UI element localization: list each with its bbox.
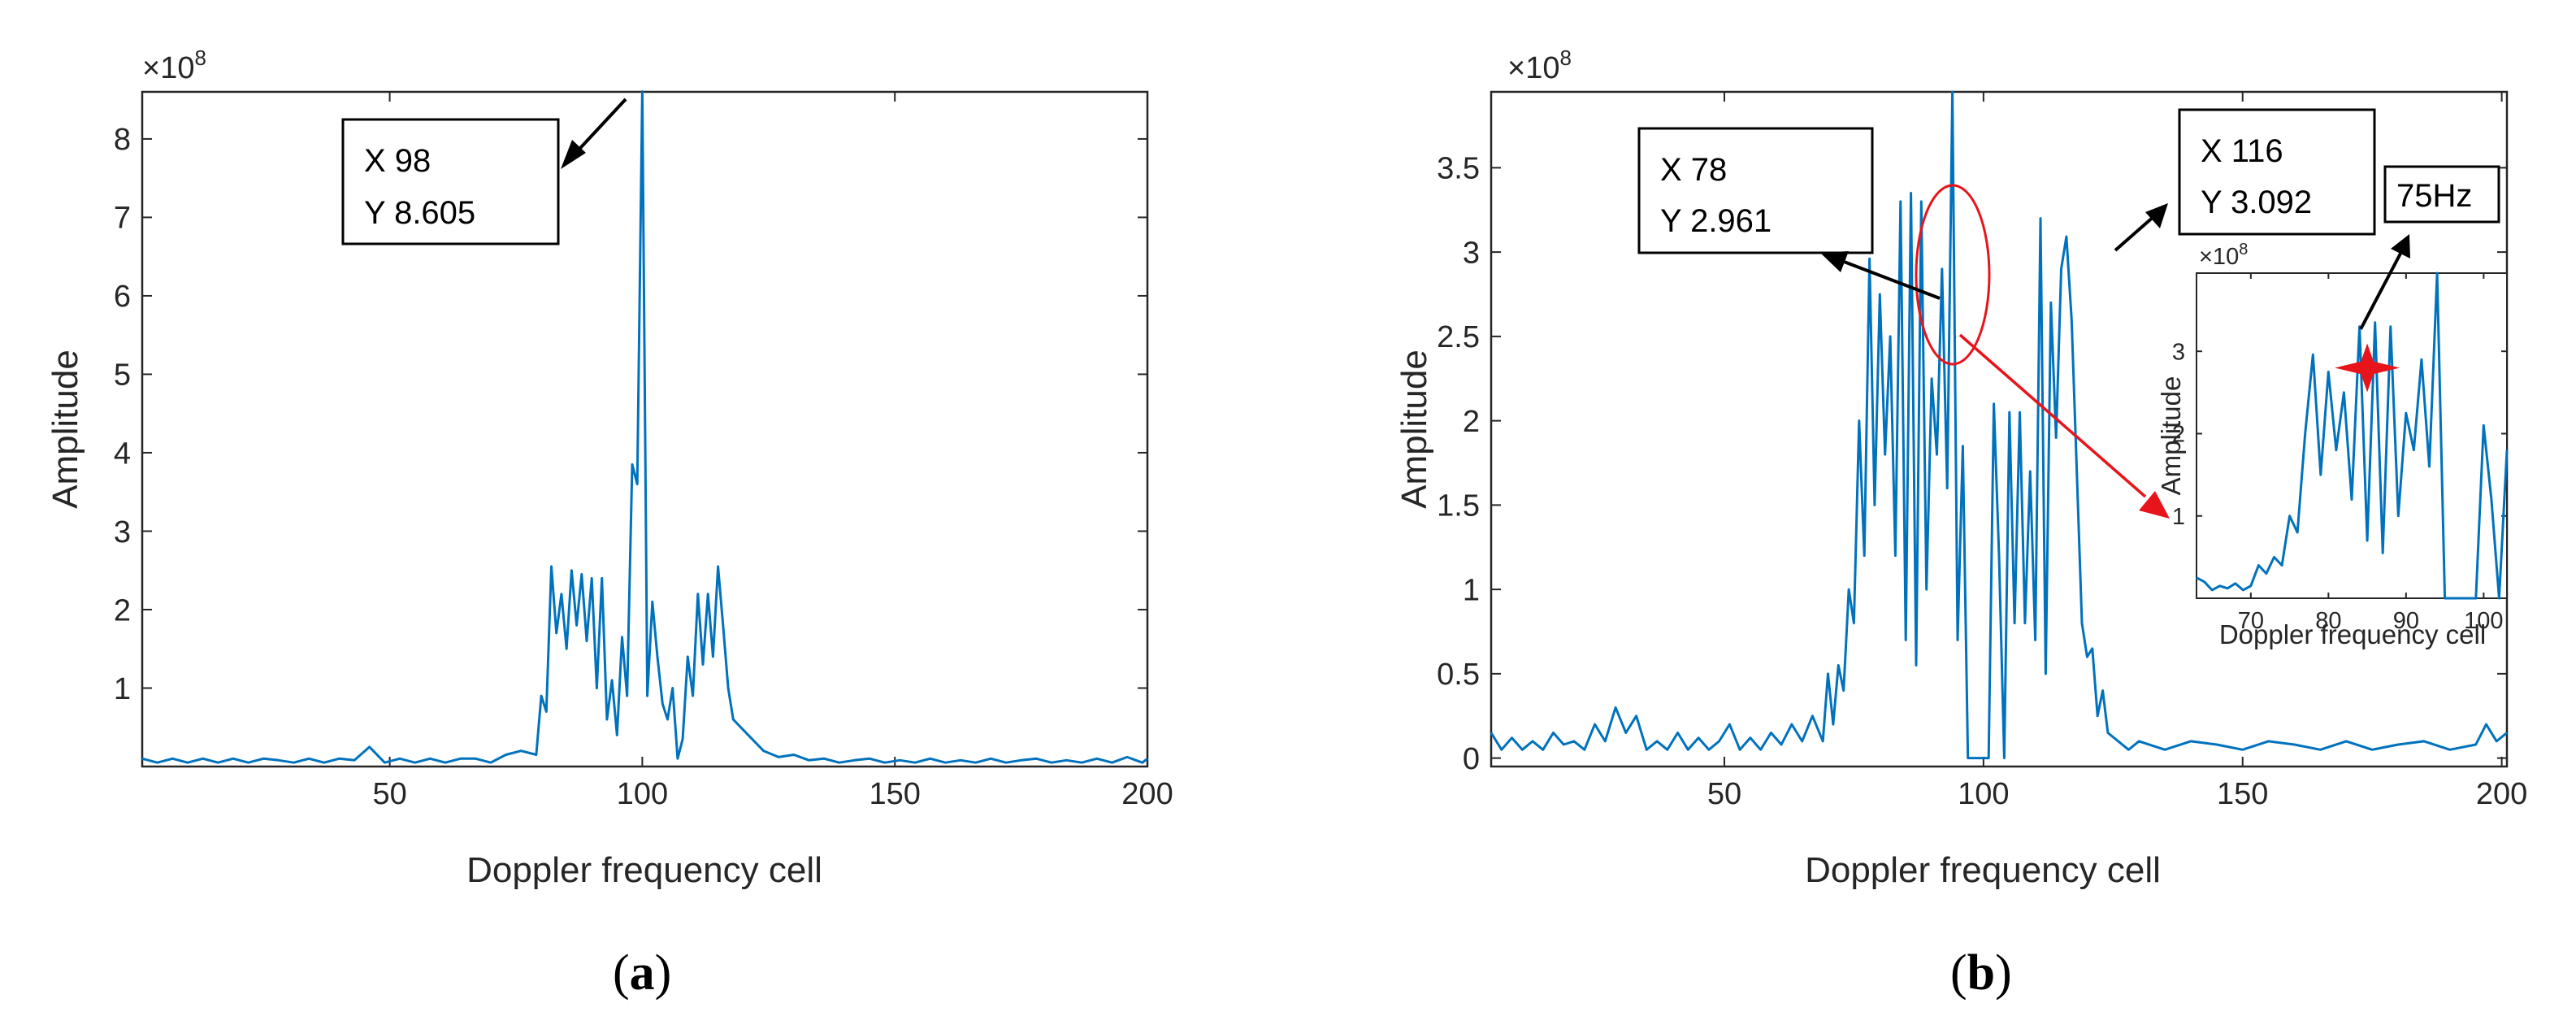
axis-ticks-b: 50 100 150 200 0 0.5 1 1.5 2 2.5 3 3.5 <box>1437 92 2527 811</box>
inset-y-axis-label: Amplitude <box>2156 376 2186 496</box>
datatip-y-a: Y 8.605 <box>364 195 475 231</box>
y-exponent-a: ×108 <box>142 46 206 85</box>
y-tick-label: 1.5 <box>1437 489 1480 523</box>
zoom-arrow <box>1958 333 2147 498</box>
y-axis-label-a: Amplitude <box>46 350 85 509</box>
x-tick-label: 100 <box>1958 777 2009 811</box>
series-line-b <box>1490 90 2508 760</box>
datatip-arrowhead-b2 <box>2145 203 2168 228</box>
y-tick-label: 7 <box>114 202 131 236</box>
y-tick-label: 2 <box>1463 405 1480 439</box>
datatip-arrowhead-b1 <box>1820 251 1849 272</box>
y-tick-label: 5 <box>114 358 131 393</box>
highlight-ellipse <box>1915 184 1991 366</box>
datatip-arrow-b1 <box>1839 258 1941 300</box>
x-axis-label-a: Doppler frequency cell <box>466 850 822 890</box>
inset-y-exponent: ×108 <box>2199 241 2248 270</box>
datatip-y-b2: Y 3.092 <box>2201 185 2312 220</box>
x-tick-label: 80 <box>2315 608 2341 634</box>
y-tick-label: 3 <box>114 515 131 549</box>
y-tick-label: 2 <box>2172 422 2185 448</box>
series-line-a <box>141 90 1148 764</box>
x-tick-label: 50 <box>1707 777 1741 811</box>
datatip-x-b2: X 116 <box>2201 133 2283 169</box>
y-tick-label: 1 <box>2172 504 2185 530</box>
y-axis-label-b: Amplitude <box>1394 350 1434 509</box>
panel-a-chart: 50 100 150 200 1 2 3 4 5 6 7 8 ×108 Doppler frequen… <box>46 46 1173 1001</box>
datatip-arrowhead-a <box>561 140 586 169</box>
zoom-arrowhead <box>2139 491 2170 519</box>
datatip-y-b1: Y 2.961 <box>1660 203 1772 239</box>
inset-plot-area <box>2196 272 2508 599</box>
frequency-label-box <box>2383 165 2500 224</box>
panel-label-b: (b) <box>1950 945 2012 1001</box>
y-tick-label: 2 <box>114 593 131 628</box>
datatip-box-b1 <box>1637 127 1874 254</box>
datatip-x-b1: X 78 <box>1660 152 1727 188</box>
y-exponent-b: ×108 <box>1507 46 1572 85</box>
x-axis-label-b: Doppler frequency cell <box>1805 850 2161 890</box>
panel-b-chart: 50 100 150 200 0 0.5 1 1.5 2 2.5 3 3.5 ×108 Doppler… <box>1394 46 2527 1001</box>
y-tick-label: 2.5 <box>1437 320 1480 354</box>
datatip-x-a: X 98 <box>364 143 431 179</box>
x-tick-label: 100 <box>2464 608 2503 634</box>
datatip-box-b2 <box>2178 108 2376 236</box>
frequency-label: 75Hz <box>2396 178 2472 214</box>
datatip-arrow-b2 <box>2114 214 2157 252</box>
x-tick-label: 150 <box>869 777 920 811</box>
datatip-box-a <box>341 118 560 245</box>
y-tick-label: 3.5 <box>1437 152 1480 186</box>
x-tick-label: 100 <box>617 777 668 811</box>
inset-x-axis-label: Doppler frequency cell <box>2219 619 2486 649</box>
inset-axis-ticks: 70 80 90 100 1 2 3 <box>2172 273 2507 634</box>
y-tick-label: 8 <box>114 123 131 157</box>
inset-series-line <box>2196 271 2509 600</box>
frequency-arrowhead <box>2391 234 2410 258</box>
frequency-arrow <box>2359 251 2403 330</box>
star-marker <box>2335 343 2400 393</box>
axis-ticks-a: 50 100 150 200 1 2 3 4 5 6 7 8 <box>114 92 1173 811</box>
x-tick-label: 50 <box>372 777 406 811</box>
y-tick-label: 0 <box>1463 742 1480 776</box>
y-tick-label: 3 <box>1463 236 1480 270</box>
x-tick-label: 200 <box>1121 777 1173 811</box>
y-tick-label: 0.5 <box>1437 658 1480 692</box>
panel-label-a: (a) <box>613 945 671 1001</box>
inset-chart: 70 80 90 100 1 2 3 ×108 Doppler frequency cell… <box>2156 234 2509 649</box>
x-tick-label: 90 <box>2393 608 2419 634</box>
x-tick-label: 150 <box>2217 777 2268 811</box>
y-tick-label: 1 <box>1463 573 1480 607</box>
x-tick-label: 200 <box>2476 777 2527 811</box>
y-tick-label: 3 <box>2172 339 2185 365</box>
x-tick-label: 70 <box>2238 608 2264 634</box>
y-tick-label: 6 <box>114 280 131 314</box>
y-tick-label: 4 <box>114 436 131 471</box>
y-tick-label: 1 <box>114 672 131 706</box>
